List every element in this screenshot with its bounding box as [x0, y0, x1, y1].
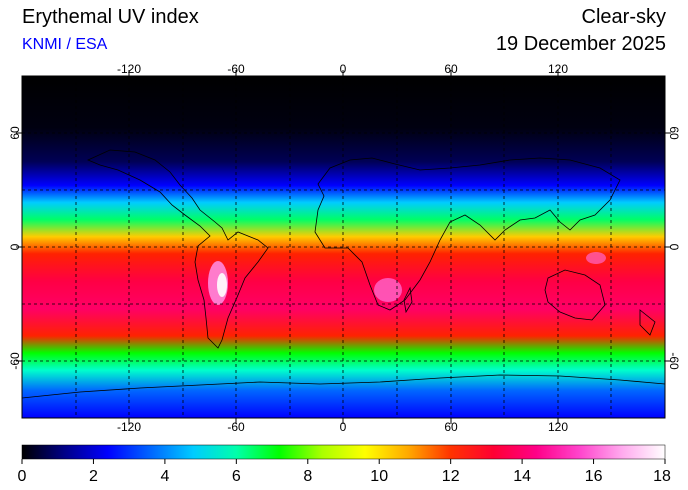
- colorbar-label: 10: [370, 468, 388, 485]
- new-zealand-coast: [639, 309, 656, 336]
- lon-tick-top: -60: [227, 62, 245, 76]
- map-title: Erythemal UV index: [22, 6, 199, 28]
- lat-tick-left: 60: [8, 126, 22, 140]
- lat-tick-left: 0: [8, 243, 22, 250]
- australia-coast: [544, 269, 606, 321]
- colorbar-label: 0: [18, 468, 27, 485]
- lat-tick-left: -60: [8, 352, 22, 370]
- eurafrasia-coast: [314, 157, 621, 311]
- frame-ticks: [16, 70, 671, 424]
- colorbar-ticks: [21, 459, 666, 464]
- credit-label: KNMI / ESA: [22, 36, 108, 53]
- antarctica-coast: [22, 374, 665, 399]
- lon-tick-top: -120: [117, 62, 141, 76]
- colorbar-label: 18: [653, 468, 671, 485]
- lat-tick-right: 60: [667, 126, 681, 140]
- lon-tick-top: 120: [548, 62, 568, 76]
- americas-coast: [86, 149, 269, 349]
- colorbar-label: 8: [303, 468, 312, 485]
- africa-high-uv-spot: [374, 278, 402, 302]
- date-label: 19 December 2025: [495, 33, 666, 55]
- colorbar-label: 12: [442, 468, 460, 485]
- andes-peak-spot: [217, 273, 227, 297]
- coastlines: [22, 149, 665, 399]
- lon-tick-bottom: 60: [444, 420, 458, 434]
- lon-tick-bottom: -120: [117, 420, 141, 434]
- indonesia-high-uv-spot: [586, 252, 606, 264]
- colorbar-label: 14: [513, 468, 531, 485]
- colorbar: [21, 444, 666, 460]
- graticule: [22, 76, 665, 418]
- lon-tick-bottom: 0: [340, 420, 347, 434]
- lon-tick-bottom: 120: [548, 420, 568, 434]
- colorbar-label: 2: [89, 468, 98, 485]
- lon-tick-bottom: -60: [227, 420, 245, 434]
- lon-tick-top: 0: [340, 62, 347, 76]
- colorbar-label: 6: [232, 468, 241, 485]
- colorbar-label: 4: [160, 468, 169, 485]
- colorbar-label: 16: [585, 468, 603, 485]
- madagascar-coast: [403, 286, 413, 314]
- lat-tick-right: 0: [667, 244, 681, 251]
- lon-tick-top: 60: [444, 62, 458, 76]
- lat-tick-right: -60: [667, 352, 681, 370]
- sky-mode-label: Clear-sky: [581, 6, 666, 28]
